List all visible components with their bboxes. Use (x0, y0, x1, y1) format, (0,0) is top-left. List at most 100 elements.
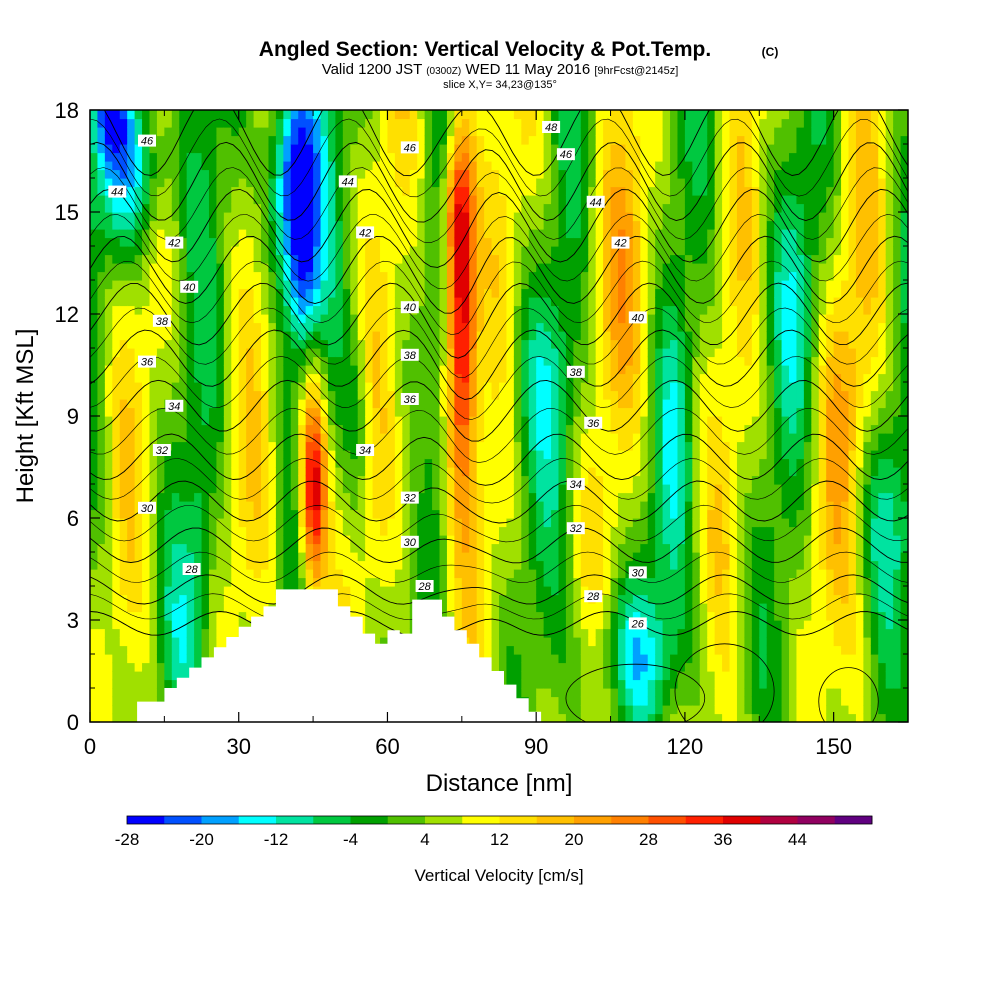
colorbar-swatch (462, 816, 500, 824)
contour-label-text: 26 (631, 618, 645, 630)
contour-label-text: 38 (404, 350, 417, 362)
colorbar-swatch (648, 816, 687, 824)
colorbar-swatch (238, 816, 277, 824)
contour-labels: 46 44 42 40 38 36 34 32 30 28 44 42 46 40 38 36 34 32 30 28… (108, 121, 647, 630)
terrain-mask (90, 589, 542, 722)
contour-label: 42 (356, 226, 375, 239)
colorbar-swatch (834, 816, 873, 824)
x-tick-label: 60 (375, 734, 399, 759)
y-axis-label: Height [Kft MSL] (12, 329, 39, 504)
contour-label-text: 32 (404, 493, 416, 505)
colorbar-tick-label: 28 (639, 830, 658, 849)
contour-label: 28 (584, 590, 603, 603)
y-tick-label: 15 (55, 200, 79, 225)
contour-label-text: 38 (156, 316, 169, 328)
colorbar-swatch (164, 816, 202, 824)
colorbar-tick-label: 4 (420, 830, 429, 849)
colorbar-tick-label: 20 (565, 830, 584, 849)
y-tick-label: 3 (67, 608, 79, 633)
chart-title: Angled Section: Vertical Velocity & Pot.… (259, 38, 711, 61)
contour-label: 42 (611, 236, 630, 250)
theta-contour-42 (90, 235, 908, 314)
y-tick-label: 12 (55, 302, 79, 327)
colorbar-swatch (387, 816, 426, 824)
contour-label: 38 (152, 314, 171, 328)
colorbar-swatch (425, 816, 463, 824)
theta-contour-38 (90, 329, 908, 400)
contour-label: 44 (108, 185, 127, 199)
theta-contour-minor (90, 458, 908, 504)
contour-label: 28 (415, 580, 434, 593)
colorbar-tick-label: 36 (714, 830, 733, 849)
contour-label: 38 (400, 348, 419, 362)
contour-label: 36 (138, 355, 156, 369)
theta-contour-minor (90, 407, 908, 463)
contour-label: 48 (542, 121, 561, 134)
contour-label: 34 (165, 399, 184, 413)
subtitle-utc: (0300Z) (426, 66, 461, 77)
theta-contour-28 (90, 574, 908, 605)
colorbar-swatch (201, 816, 240, 824)
contour-label-text: 44 (590, 197, 602, 209)
y-tick-label: 6 (67, 506, 79, 531)
theta-contour-minor (90, 307, 908, 378)
chart-subtitle: Valid 1200 JST (0300Z) WED 11 May 2016 [… (322, 61, 679, 78)
x-tick-label: 90 (524, 734, 548, 759)
contour-label-text: 40 (183, 282, 196, 294)
theta-contour-minor (90, 167, 908, 244)
subtitle-date: WED 11 May 2016 (465, 61, 590, 78)
x-axis-label: Distance [nm] (426, 770, 573, 797)
colorbar-tick-label: -20 (189, 830, 214, 849)
contour-label: 44 (586, 195, 605, 209)
y-tick-label: 9 (67, 404, 79, 429)
subtitle-prefix: Valid 1200 JST (322, 61, 422, 78)
colorbar-swatch (313, 816, 351, 824)
theta-contour-loop (818, 667, 879, 722)
contour-label: 46 (556, 148, 575, 161)
colorbar-tick-label: 12 (490, 830, 509, 849)
contour-label-text: 40 (632, 312, 645, 324)
contour-label: 46 (138, 134, 156, 148)
contour-label: 44 (338, 175, 357, 188)
x-tick-label: 30 (226, 734, 250, 759)
contour-label: 46 (400, 141, 419, 154)
contour-label: 40 (180, 280, 199, 294)
theta-contour-30 (90, 527, 908, 564)
colorbar-label: Vertical Velocity [cm/s] (414, 866, 583, 885)
y-tick-label: 18 (55, 98, 79, 123)
colorbar-ticks: -28 -20 -12 -4 4 12 20 28 36 44 (115, 830, 807, 849)
theta-contour-44 (90, 188, 908, 268)
contour-label: 34 (566, 478, 585, 491)
contour-label-text: 40 (404, 302, 417, 314)
colorbar-swatch (574, 816, 612, 824)
contour-label-text: 42 (359, 227, 371, 239)
subtitle-fcst: [9hrFcst@2145z] (594, 65, 678, 77)
colorbar-tick-label: 44 (788, 830, 807, 849)
colorbar-frame (126, 815, 873, 825)
contour-label: 38 (566, 365, 585, 379)
contour-label-text: 34 (570, 479, 582, 491)
colorbar-swatch (536, 816, 575, 824)
y-tick-label: 0 (67, 710, 79, 735)
pot-temp-contours (90, 110, 908, 722)
contour-label-text: 46 (141, 136, 154, 148)
x-tick-label: 150 (815, 734, 852, 759)
contour-label-text: 28 (586, 591, 600, 603)
colorbar-tick-label: -4 (343, 830, 358, 849)
theta-contour-minor (90, 355, 908, 420)
contour-label-text: 46 (560, 149, 573, 161)
theta-contour-36 (90, 379, 908, 442)
contour-label: 36 (400, 393, 419, 406)
contour-label-text: 34 (359, 445, 371, 457)
contour-label-text: 44 (111, 187, 123, 199)
x-axis: 0 30 60 90 120 150 (84, 110, 909, 759)
theta-contour-46 (90, 141, 908, 223)
colorbar-swatch (350, 816, 389, 824)
contour-label-text: 36 (404, 394, 417, 406)
theta-contour-minor (90, 593, 908, 620)
colorbar-swatch (723, 816, 761, 824)
contour-label-text: 36 (141, 357, 154, 369)
contour-label-text: 30 (404, 537, 417, 549)
